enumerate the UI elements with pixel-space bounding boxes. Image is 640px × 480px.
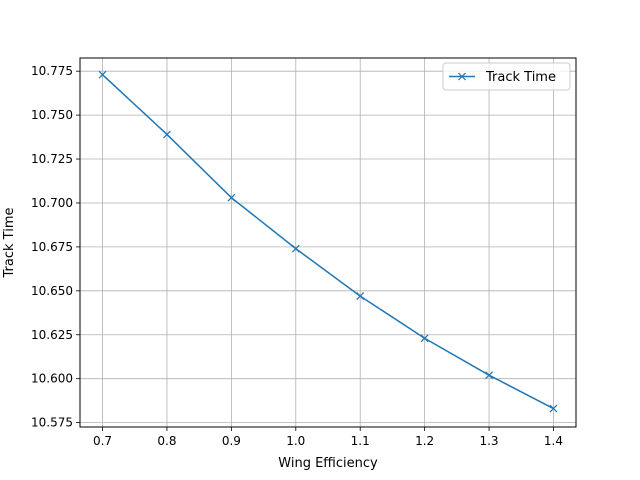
axes-frame [79, 57, 577, 428]
y-tick-label: 10.775 [31, 64, 73, 78]
y-tick-label: 10.750 [31, 108, 73, 122]
x-tick-label: 1.3 [479, 434, 498, 448]
data-point-x-marker [356, 292, 365, 301]
data-point-x-marker [549, 404, 558, 413]
x-tick-label: 1.1 [351, 434, 370, 448]
x-tick-label: 0.8 [157, 434, 176, 448]
x-tick-label: 1.4 [544, 434, 563, 448]
data-point-x-marker [291, 244, 300, 253]
y-tick-label: 10.675 [31, 240, 73, 254]
legend-marker-x-icon [458, 72, 466, 81]
legend: Track Time [442, 62, 571, 91]
x-tick-label: 0.9 [222, 434, 241, 448]
y-tick-label: 10.600 [31, 372, 73, 386]
legend-box [442, 62, 571, 91]
data-point-x-marker [98, 70, 107, 79]
data-point-x-marker [485, 371, 493, 380]
x-tick-label: 0.7 [93, 434, 112, 448]
y-axis-label: Track Time [2, 208, 17, 279]
series-layer [98, 70, 558, 413]
x-axis-label: Wing Efficiency [278, 456, 378, 471]
y-tick-label: 10.650 [31, 284, 73, 298]
series-line [102, 74, 554, 410]
data-point-x-marker [227, 193, 236, 202]
legend-label: Track Time [485, 70, 556, 85]
y-tick-label: 10.625 [31, 328, 73, 342]
y-tick-label: 10.725 [31, 152, 73, 166]
data-point-x-marker [163, 130, 171, 139]
axis-ticks: 0.7 0.8 0.9 1.0 1.1 1.2 1.3 1.4 10.575 10.600 10.6… [31, 64, 563, 448]
data-point-x-marker [420, 334, 429, 343]
y-tick-label: 10.700 [31, 196, 73, 210]
x-tick-label: 1.0 [286, 434, 305, 448]
grid-lines [80, 58, 576, 427]
x-tick-label: 1.2 [415, 434, 434, 448]
y-tick-label: 10.575 [31, 416, 73, 430]
